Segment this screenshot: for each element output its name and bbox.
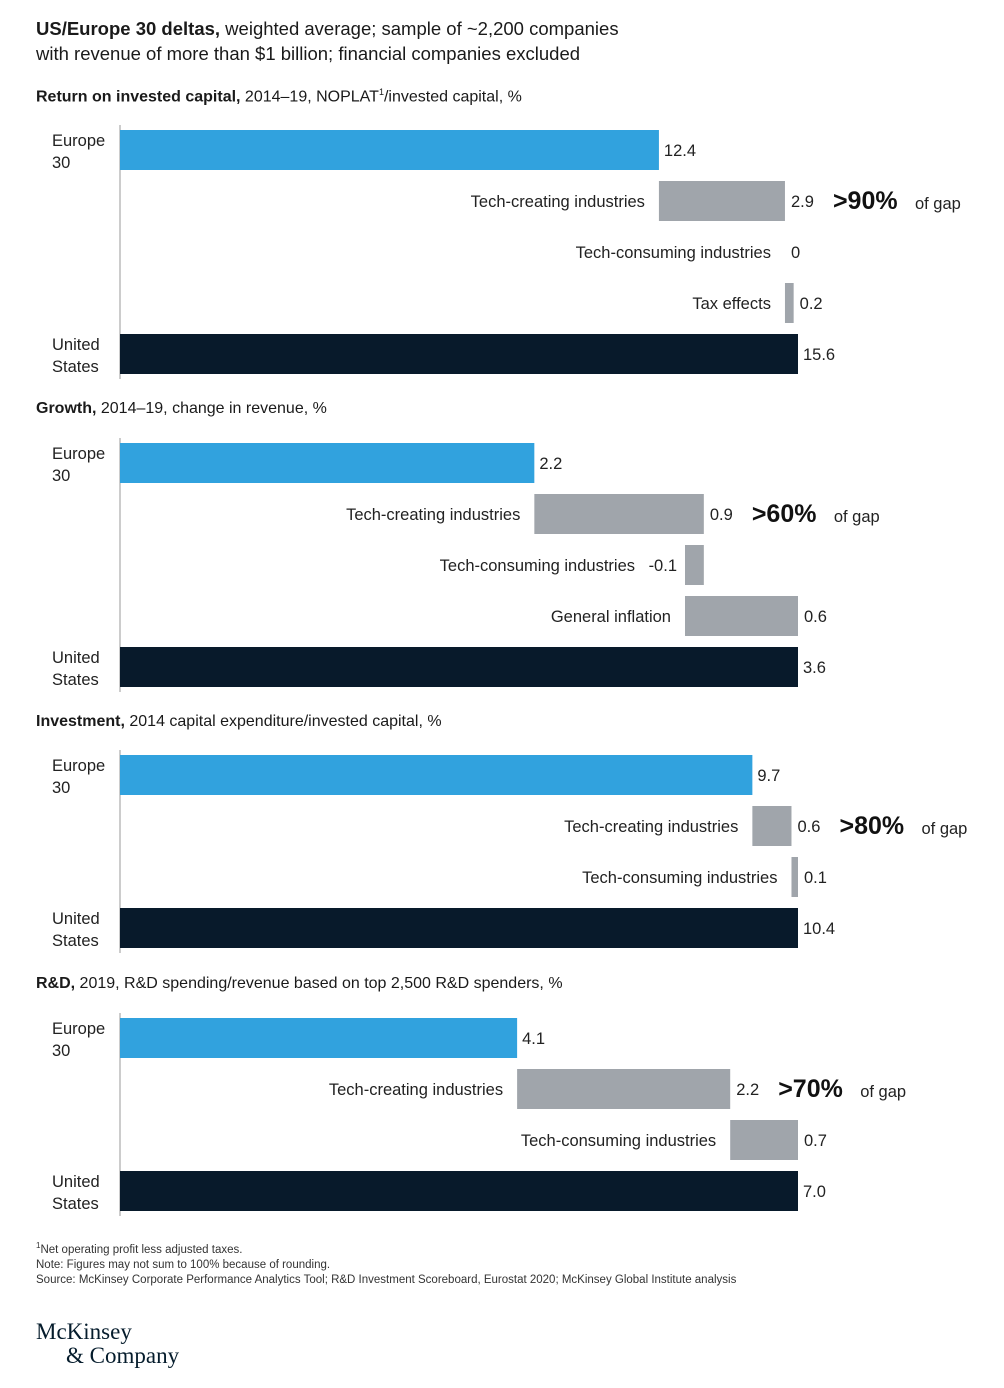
bar-delta (752, 806, 792, 846)
category-label: Tech-consuming industries (582, 869, 777, 887)
value-label: 7.0 (803, 1183, 826, 1201)
header-title-rest: weighted average; sample of ~2,200 compa… (220, 18, 619, 39)
mckinsey-logo: McKinsey & Company (36, 1320, 179, 1368)
category-label: Tech-creating industries (329, 1081, 503, 1099)
category-label: Tech-creating industries (346, 506, 520, 524)
chart-title-investment: Investment, 2014 capital expenditure/inv… (36, 713, 442, 731)
footnote-text: Net operating profit less adjusted taxes… (40, 1243, 243, 1256)
category-label: 30 (52, 467, 70, 485)
note: Note: Figures may not sum to 100% becaus… (36, 1258, 331, 1271)
bar-delta (517, 1069, 731, 1109)
chart-title-rest: 2014–19, change in revenue, % (96, 400, 327, 417)
chart-title-bold: Investment, (36, 713, 125, 730)
source: Source: McKinsey Corporate Performance A… (36, 1273, 737, 1286)
category-label: States (52, 932, 99, 950)
bar-us (120, 334, 798, 374)
value-label: 0.2 (800, 295, 823, 313)
category-label: General inflation (551, 608, 671, 626)
bar-delta (685, 545, 704, 585)
bar-us (120, 1171, 798, 1211)
chart-title-roic: Return on invested capital, 2014–19, NOP… (36, 87, 522, 106)
value-label: 0.6 (804, 608, 827, 626)
chart-title-bold: Return on invested capital, (36, 88, 241, 106)
category-label: 30 (52, 1042, 70, 1060)
chart-title-bold: Growth, (36, 400, 97, 417)
category-label: United (52, 649, 100, 667)
bar-delta (730, 1120, 798, 1160)
category-label: Tax effects (692, 295, 771, 313)
category-label: Europe (52, 132, 105, 150)
header-line-2: with revenue of more than $1 billion; fi… (36, 43, 581, 64)
chart-title-rnd: R&D, 2019, R&D spending/revenue based on… (36, 975, 563, 993)
chart-title-rest: 2019, R&D spending/revenue based on top … (75, 975, 563, 992)
gap-share-suffix: of gap (860, 1083, 906, 1101)
value-label: 0.9 (710, 506, 733, 524)
waterfall-charts: Europe 30 12.4 Tech-creating industries 2.9 >… (52, 125, 967, 1216)
value-label: 2.9 (791, 193, 814, 211)
bar-delta (685, 596, 798, 636)
category-label: Tech-consuming industries (576, 244, 771, 262)
header-title-bold: US/Europe 30 deltas, (36, 18, 221, 39)
footnote: 1Net operating profit less adjusted taxe… (36, 1238, 736, 1258)
value-label: 0.1 (804, 869, 827, 887)
category-label: States (52, 1195, 99, 1213)
bar-us (120, 908, 798, 948)
value-label: 2.2 (736, 1081, 759, 1099)
chart-title-tail: /invested capital, % (383, 88, 522, 106)
footnote-mark: 1 (36, 1241, 41, 1250)
category-label: Tech-consuming industries (440, 557, 635, 575)
bar-europe (120, 130, 659, 170)
chart-footer: 1Net operating profit less adjusted taxe… (36, 1238, 736, 1288)
value-label: 3.6 (803, 659, 826, 677)
chart-title-rest: 2014 capital expenditure/invested capita… (124, 713, 442, 730)
value-label: 2.2 (539, 455, 562, 473)
category-label: States (52, 358, 99, 376)
bar-us (120, 647, 798, 687)
bar-delta (784, 283, 794, 323)
category-label: 30 (52, 154, 70, 172)
gap-share-suffix: of gap (921, 820, 967, 838)
bar-europe (120, 755, 753, 795)
value-label: 12.4 (664, 142, 696, 160)
gap-share-suffix: of gap (834, 508, 880, 526)
category-label: Europe (52, 1020, 105, 1038)
category-label: States (52, 671, 99, 689)
value-label: 15.6 (803, 346, 835, 364)
page-header: US/Europe 30 deltas, weighted average; s… (36, 16, 976, 66)
category-label: Europe (52, 757, 105, 775)
footnote-marker: 1 (378, 87, 384, 97)
category-label: 30 (52, 779, 70, 797)
gap-share-label: >80% (839, 812, 904, 840)
category-label: United (52, 1173, 100, 1191)
value-label: 0.6 (797, 818, 820, 836)
bar-europe (120, 1018, 518, 1058)
gap-share-label: >90% (833, 187, 898, 215)
category-label: United (52, 910, 100, 928)
gap-share-label: >60% (752, 500, 817, 528)
logo-line-2: & Company (66, 1343, 180, 1368)
header-line-1: US/Europe 30 deltas, weighted average; s… (36, 16, 976, 41)
logo-line-1: McKinsey (36, 1319, 132, 1344)
value-label: 4.1 (522, 1030, 545, 1048)
gap-share-label: >70% (778, 1075, 843, 1103)
value-label: -0.1 (649, 557, 677, 575)
value-label: 9.7 (757, 767, 780, 785)
chart-title-rest: 2014–19, NOPLAT (240, 88, 379, 106)
chart-title-bold: R&D, (36, 975, 76, 992)
bar-europe (120, 443, 535, 483)
gap-share-suffix: of gap (915, 195, 961, 213)
category-label: Tech-creating industries (471, 193, 645, 211)
category-label: Europe (52, 445, 105, 463)
category-label: Tech-creating industries (564, 818, 738, 836)
category-label: United (52, 336, 100, 354)
value-label: 0.7 (804, 1132, 827, 1150)
value-label: 10.4 (803, 920, 835, 938)
bar-delta (658, 181, 785, 221)
category-label: Tech-consuming industries (521, 1132, 716, 1150)
value-label: 0 (791, 244, 800, 262)
chart-title-growth: Growth, 2014–19, change in revenue, % (36, 400, 327, 418)
bar-delta (791, 857, 798, 897)
bar-delta (534, 494, 704, 534)
